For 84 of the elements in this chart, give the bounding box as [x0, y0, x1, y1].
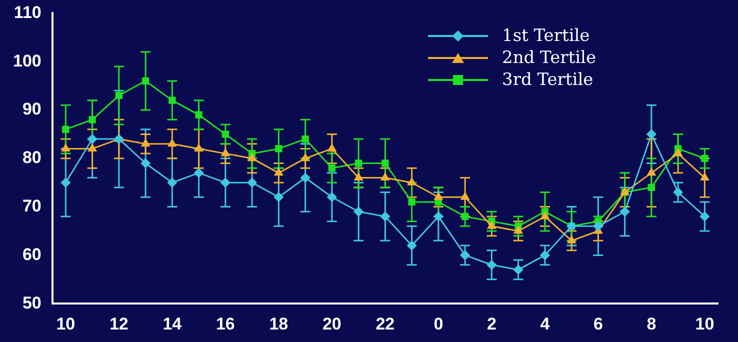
point — [647, 168, 656, 176]
point — [220, 178, 230, 188]
point — [701, 154, 708, 162]
point — [222, 130, 230, 138]
point — [407, 240, 417, 250]
legend-label: 2nd Tertile — [502, 48, 596, 68]
point — [700, 212, 710, 222]
point — [434, 212, 444, 222]
x-tick-label: 2 — [486, 314, 496, 334]
y-tick-label: 50 — [22, 293, 42, 312]
point — [62, 126, 70, 133]
point — [354, 206, 364, 216]
point — [646, 129, 656, 139]
y-tick-label: 80 — [22, 148, 42, 168]
point — [115, 92, 123, 100]
x-tick-label: 0 — [434, 314, 444, 334]
point — [194, 144, 204, 152]
point — [327, 192, 337, 202]
x-tick-label: 12 — [109, 314, 128, 334]
legend-label: 3rd Tertile — [502, 70, 594, 90]
point — [167, 178, 177, 188]
point — [487, 221, 496, 229]
point — [301, 154, 310, 162]
x-tick-label: 14 — [162, 314, 182, 334]
y-tick-label: 110 — [14, 2, 42, 22]
point — [434, 192, 443, 200]
point — [514, 264, 524, 274]
point — [61, 144, 70, 152]
point — [141, 139, 150, 147]
point — [354, 173, 363, 181]
point — [247, 178, 257, 188]
point — [88, 116, 96, 124]
point — [88, 144, 97, 152]
point — [540, 212, 550, 220]
point — [274, 192, 284, 202]
point — [248, 154, 256, 162]
point — [194, 168, 204, 178]
point — [380, 212, 390, 222]
point — [593, 221, 603, 231]
point — [673, 188, 683, 198]
x-tick-label: 4 — [540, 314, 550, 334]
point — [140, 158, 150, 168]
point — [460, 192, 470, 200]
y-tick-label: 90 — [22, 100, 42, 119]
point — [514, 226, 523, 234]
x-tick-label: 16 — [216, 314, 235, 334]
point — [142, 77, 150, 85]
point — [460, 250, 470, 260]
point — [60, 178, 70, 188]
legend-label: 1st Tertile — [502, 26, 590, 46]
y-tick-label: 70 — [22, 196, 42, 216]
point — [275, 145, 282, 152]
x-tick-label: 20 — [322, 314, 342, 334]
point — [382, 160, 389, 167]
point — [408, 198, 416, 206]
point — [540, 250, 550, 260]
x-tick-label: 8 — [646, 314, 656, 334]
point — [168, 139, 176, 147]
x-tick-label: 6 — [593, 314, 603, 334]
x-tick-label: 18 — [269, 314, 288, 334]
point — [648, 184, 656, 192]
point — [302, 135, 309, 143]
point — [354, 160, 362, 167]
point — [195, 111, 202, 118]
point — [274, 168, 283, 176]
point — [567, 236, 576, 244]
point — [221, 148, 230, 156]
x-tick-label: 22 — [376, 314, 395, 334]
point — [461, 212, 469, 220]
point — [380, 173, 390, 181]
point — [328, 164, 336, 172]
point — [300, 173, 310, 183]
point — [674, 148, 682, 156]
point — [168, 96, 176, 104]
point — [408, 178, 416, 186]
point — [700, 173, 709, 181]
y-tick-label: 100 — [12, 51, 42, 70]
point — [486, 260, 496, 270]
y-tick-label: 60 — [22, 244, 42, 264]
x-tick-label: 10 — [695, 314, 714, 334]
x-tick-label: 10 — [56, 314, 76, 334]
point — [328, 144, 336, 152]
point — [620, 206, 630, 216]
point — [88, 134, 98, 144]
